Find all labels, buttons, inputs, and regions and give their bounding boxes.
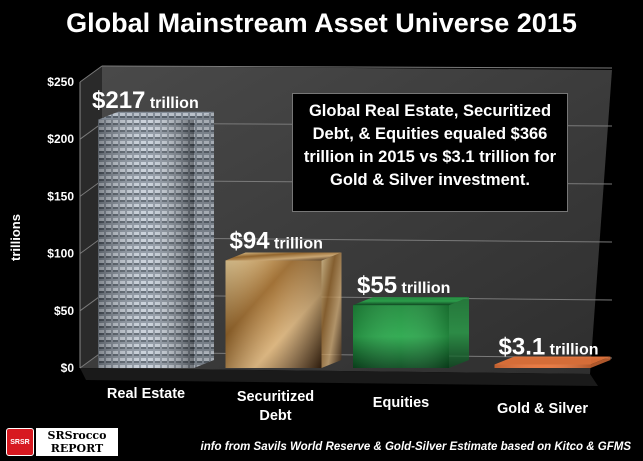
value-amount: $94	[230, 227, 271, 254]
annotation-box: Global Real Estate, Securitized Debt, & …	[292, 93, 568, 212]
source-note: info from Savils World Reserve & Gold-Si…	[200, 441, 632, 453]
value-label: $94 trillion	[230, 227, 323, 254]
value-label: $55 trillion	[357, 272, 450, 299]
value-amount: $217	[92, 87, 145, 114]
y-tick-label: $200	[47, 132, 74, 146]
plot-side-wall	[80, 66, 102, 368]
y-tick-label: $100	[47, 247, 74, 261]
value-unit: trillion	[270, 235, 323, 252]
bar-shading	[225, 260, 322, 368]
x-tick-label-line: Equities	[373, 395, 429, 411]
bar-equities	[353, 297, 469, 368]
bar-real-estate	[98, 111, 214, 368]
plot-floor	[80, 368, 598, 386]
bar-side	[449, 297, 469, 368]
bar-securitized-debt	[225, 252, 342, 368]
logo-line1: SRSrocco	[47, 429, 107, 442]
value-label: $217 trillion	[92, 87, 199, 114]
bar-side	[321, 252, 342, 368]
bar-gold-silver	[494, 356, 611, 368]
bar-shading	[494, 364, 591, 368]
value-label: $3.1 trillion	[499, 333, 599, 360]
value-unit: trillion	[145, 95, 198, 112]
value-amount: $3.1	[499, 333, 546, 360]
x-tick-label-line: Debt	[259, 408, 291, 424]
bar-top	[353, 297, 469, 306]
bar-shading	[98, 119, 194, 368]
x-tick-label: Gold & Silver	[497, 401, 588, 417]
value-unit: trillion	[397, 280, 450, 297]
srsrocco-logo: SRSR SRSrocco REPORT	[6, 428, 118, 456]
x-tick-label: Real Estate	[107, 386, 185, 402]
value-unit: trillion	[545, 341, 598, 358]
x-tick-label-line: Real Estate	[107, 386, 185, 402]
chart-title: Global Mainstream Asset Universe 2015	[66, 8, 577, 38]
logo-line2: REPORT	[50, 442, 104, 455]
x-tick-label-line: Gold & Silver	[497, 401, 588, 417]
bar-top	[98, 111, 214, 120]
gridline-depth	[79, 65, 103, 83]
y-tick-label: $150	[47, 189, 74, 203]
bar-side	[194, 111, 214, 368]
bar-shading	[353, 305, 449, 368]
bar-top	[225, 252, 342, 261]
x-tick-label-line: Securitized	[237, 389, 314, 405]
logo-badge: SRSR	[6, 428, 34, 456]
logo-text: SRSrocco REPORT	[36, 428, 118, 456]
y-tick-label: $250	[47, 75, 74, 89]
value-amount: $55	[357, 272, 397, 299]
x-tick-label: Securitized Debt	[237, 389, 314, 424]
gridline	[101, 65, 613, 69]
y-tick-label: $50	[54, 304, 74, 318]
x-tick-label: Equities	[373, 395, 429, 411]
bar-top	[494, 356, 611, 365]
y-tick-label: $0	[61, 361, 75, 375]
bar-side	[590, 356, 611, 368]
